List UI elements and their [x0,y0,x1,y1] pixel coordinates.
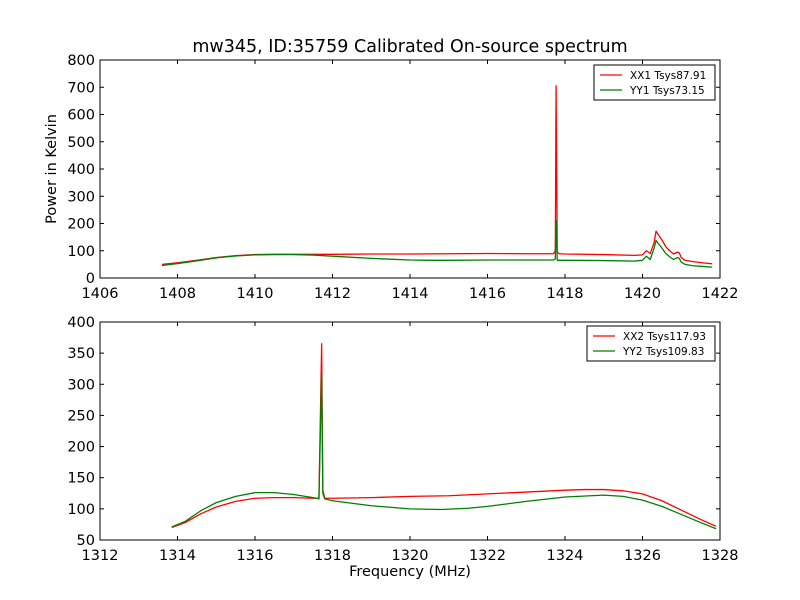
upper-axes: 1406 1408 1410 1412 1414 1416 1418 1420 1422 0 100… [44,53,738,302]
x-tick: 1312 [82,322,119,564]
x-tick-label: 1312 [82,548,119,564]
y-tick: 200 [67,440,720,456]
y-tick: 400 [67,315,720,331]
y-tick-label: 400 [67,162,95,178]
y-tick-label: 600 [67,108,95,124]
x-tick: 1318 [314,322,351,564]
y-tick-label: 300 [67,189,95,205]
y-tick-label: 700 [67,80,95,96]
x-tick: 1314 [159,322,196,564]
chart-title: mw345, ID:35759 Calibrated On-source spe… [192,37,627,57]
x-tick-label: 1314 [159,548,196,564]
y-tick-label: 500 [67,135,95,151]
y-tick: 200 [67,217,720,233]
x-tick-label: 1418 [547,286,584,302]
legend-box [593,64,716,101]
x-tick-label: 1322 [469,548,506,564]
y-tick: 50 [77,533,720,549]
y-tick-label: 300 [67,377,95,393]
y-tick: 500 [67,135,720,151]
y-tick-label: 400 [67,315,95,331]
x-tick-label: 1414 [392,286,429,302]
y-tick-label: 350 [67,346,95,362]
series-line-xx [171,343,717,529]
x-tick-label: 1318 [314,548,351,564]
x-tick: 1328 [702,322,739,564]
x-tick-label: 1328 [702,548,739,564]
y-tick: 250 [67,408,720,424]
legend-label: YY2 Tsys109.83 [622,346,704,358]
y-tick: 400 [67,162,720,178]
x-tick: 1406 [82,60,119,302]
series-line-yy [161,220,713,268]
y-tick: 600 [67,108,720,124]
y-tick-label: 150 [67,471,95,487]
y-tick: 350 [67,346,720,362]
legend-label: YY1 Tsys73.15 [629,85,705,97]
y-axis-label: Power in Kelvin [44,114,60,224]
x-tick-label: 1420 [624,286,661,302]
x-axis-label: Frequency (MHz) [349,564,471,580]
y-tick: 150 [67,471,720,487]
x-tick: 1414 [392,60,429,302]
y-tick-label: 200 [67,440,95,456]
x-tick-label: 1410 [237,286,274,302]
y-tick-label: 800 [67,53,95,69]
x-tick: 1322 [469,322,506,564]
x-tick: 1320 [392,322,429,564]
x-tick: 1420 [624,60,661,302]
y-tick-label: 200 [67,217,95,233]
x-tick: 1422 [702,60,739,302]
x-tick: 1408 [159,60,196,302]
x-tick: 1326 [624,322,661,564]
x-tick-label: 1412 [314,286,351,302]
legend-label: XX2 Tsys117.93 [623,331,706,343]
y-tick: 100 [67,502,720,518]
y-tick-label: 100 [67,244,95,260]
y-tick: 800 [67,53,720,69]
x-tick-label: 1406 [82,286,119,302]
legend-label: XX1 Tsys87.91 [630,70,706,82]
x-tick: 1324 [547,322,584,564]
y-tick: 700 [67,80,720,96]
x-tick-label: 1324 [547,548,584,564]
x-tick: 1412 [314,60,351,302]
x-tick: 1416 [469,60,506,302]
legend: XX1 Tsys87.91 YY1 Tsys73.15 [593,64,716,101]
series-group [171,343,717,530]
y-tick: 0 [86,271,720,287]
y-tick: 300 [67,189,720,205]
x-tick: 1410 [237,60,274,302]
y-tick-label: 250 [67,408,95,424]
x-tick-label: 1316 [237,548,274,564]
y-tick-label: 100 [67,502,95,518]
y-tick: 100 [67,244,720,260]
legend-box [586,325,716,362]
y-tick-label: 0 [86,271,95,287]
y-tick-label: 50 [77,533,95,549]
y-tick: 300 [67,377,720,393]
legend: XX2 Tsys117.93 YY2 Tsys109.83 [586,325,716,362]
x-tick-label: 1326 [624,548,661,564]
lower-axes: 1312 1314 1316 1318 1320 1322 1324 1326 1328 50 10… [67,315,738,580]
series-group [161,85,713,268]
x-tick-label: 1422 [702,286,739,302]
series-line-yy [171,372,717,530]
x-tick: 1418 [547,60,584,302]
x-tick-label: 1416 [469,286,506,302]
x-tick-label: 1408 [159,286,196,302]
x-tick: 1316 [237,322,274,564]
x-tick-label: 1320 [392,548,429,564]
